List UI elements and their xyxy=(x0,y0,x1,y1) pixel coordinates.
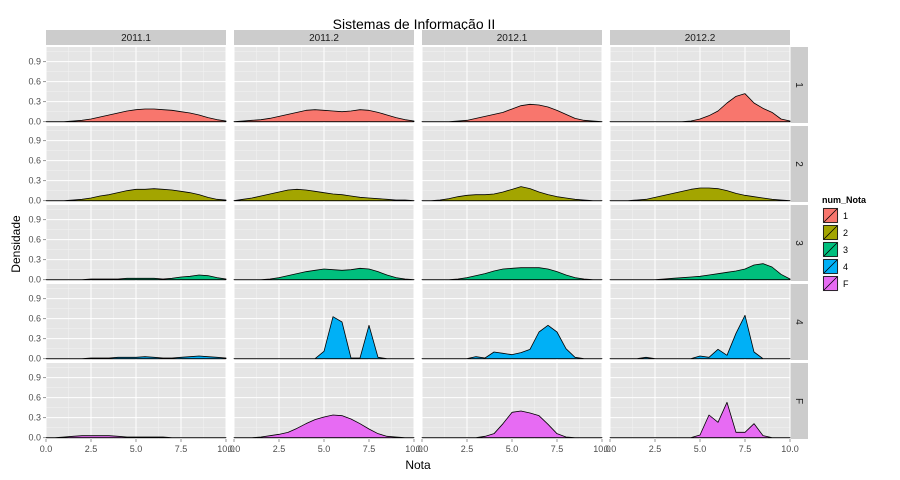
density-area-2011.2-3 xyxy=(233,267,415,281)
y-tick-label: 0.6 xyxy=(28,77,41,87)
x-axis-title: Nota xyxy=(405,458,431,472)
density-area-2012.2-4 xyxy=(609,314,791,360)
x-tick-label: 5.0 xyxy=(318,444,331,454)
x-tick-label: 5.0 xyxy=(506,444,519,454)
facet-column-label: 2012.1 xyxy=(497,33,528,44)
x-tick-label: 0.0 xyxy=(416,444,429,454)
facet-column-strip xyxy=(610,30,790,45)
y-tick-label: 0.0 xyxy=(28,433,41,443)
density-area-2011.2-4 xyxy=(233,316,415,360)
density-area-2012.2-1 xyxy=(609,93,791,123)
y-tick-label: 0.0 xyxy=(28,196,41,206)
density-area-2011.1-F xyxy=(45,435,227,439)
legend: num_Nota 1 2 3 4 F xyxy=(821,195,867,293)
density-area-2012.1-1 xyxy=(421,103,603,123)
y-tick-label: 0.9 xyxy=(28,215,41,225)
x-tick-label: 0.0 xyxy=(40,444,53,454)
density-area-2011.2-1 xyxy=(233,109,415,123)
density-area-2011.1-4 xyxy=(45,355,227,360)
facet-row-strip xyxy=(790,205,808,281)
density-area-2012.2-2 xyxy=(609,187,791,202)
facet-row-label: 4 xyxy=(793,319,804,325)
facet-row-label: 2 xyxy=(793,161,804,167)
facet-row-strip xyxy=(790,126,808,202)
facet-panels: 2011.1 2011.2 2012.1 2012.2 1 2 3 4 F xyxy=(45,30,808,439)
x-tick-label: 10.0 xyxy=(405,444,423,454)
facet-row-strip xyxy=(790,47,808,123)
density-area-2011.1-3 xyxy=(45,274,227,281)
facet-row-strip xyxy=(790,284,808,360)
legend-label-1: 1 xyxy=(843,211,848,221)
y-tick-label: 0.6 xyxy=(28,235,41,245)
legend-label-F: F xyxy=(843,279,849,289)
x-tick-label: 2.5 xyxy=(85,444,98,454)
density-area-2012.2-3 xyxy=(609,263,791,281)
x-tick-label: 5.0 xyxy=(130,444,143,454)
y-tick-label: 0.9 xyxy=(28,373,41,383)
density-area-2011.2-2 xyxy=(233,188,415,202)
y-tick-label: 0.3 xyxy=(28,413,41,423)
density-area-2011.1-1 xyxy=(45,108,227,123)
legend-swatch-slash xyxy=(823,225,838,240)
y-tick-label: 0.9 xyxy=(28,294,41,304)
x-tick-label: 7.5 xyxy=(363,444,376,454)
facet-column-strip xyxy=(46,30,226,45)
legend-label-2: 2 xyxy=(843,228,848,238)
density-area-2012.1-2 xyxy=(421,186,603,202)
density-area-2012.2-F xyxy=(609,401,791,439)
legend-swatch-slash xyxy=(823,242,838,257)
x-tick-label: 0.0 xyxy=(604,444,617,454)
facet-column-label: 2011.1 xyxy=(121,33,151,44)
y-tick-label: 0.6 xyxy=(28,393,41,403)
x-tick-label: 2.5 xyxy=(461,444,474,454)
y-tick-label: 0.9 xyxy=(28,136,41,146)
y-tick-label: 0.6 xyxy=(28,156,41,166)
legend-label-3: 3 xyxy=(843,245,848,255)
x-tick-label: 2.5 xyxy=(273,444,286,454)
legend-label-4: 4 xyxy=(843,262,848,272)
density-area-2011.1-2 xyxy=(45,188,227,202)
facet-row-label: F xyxy=(793,398,804,404)
y-tick-label: 0.3 xyxy=(28,176,41,186)
x-tick-label: 5.0 xyxy=(694,444,707,454)
density-area-2011.2-F xyxy=(233,414,415,439)
y-tick-label: 0.0 xyxy=(28,354,41,364)
y-tick-label: 0.3 xyxy=(28,97,41,107)
facet-column-label: 2011.2 xyxy=(309,33,339,44)
facet-column-strip xyxy=(422,30,602,45)
y-axis-title: Densidade xyxy=(9,215,23,273)
y-tick-label: 0.3 xyxy=(28,334,41,344)
x-tick-label: 7.5 xyxy=(175,444,188,454)
x-tick-label: 10.0 xyxy=(593,444,611,454)
legend-swatch-slash xyxy=(823,276,838,291)
y-tick-label: 0.6 xyxy=(28,314,41,324)
facet-row-label: 3 xyxy=(793,240,804,246)
x-tick-label: 10.0 xyxy=(217,444,235,454)
x-tick-label: 2.5 xyxy=(649,444,662,454)
legend-swatch-slash xyxy=(823,208,838,223)
x-tick-label: 10.0 xyxy=(781,444,799,454)
chart-title: Sistemas de Informação II xyxy=(333,16,496,32)
x-tick-label: 7.5 xyxy=(739,444,752,454)
y-tick-label: 0.9 xyxy=(28,57,41,67)
y-tick-label: 0.0 xyxy=(28,275,41,285)
facet-row-strip xyxy=(790,363,808,439)
legend-title: num_Nota xyxy=(822,195,867,205)
x-tick-label: 0.0 xyxy=(228,444,241,454)
axes: 0.00.30.60.90.00.30.60.90.00.30.60.90.00… xyxy=(28,57,798,454)
y-tick-label: 0.3 xyxy=(28,255,41,265)
y-tick-label: 0.0 xyxy=(28,117,41,127)
x-tick-label: 7.5 xyxy=(551,444,564,454)
facet-row-label: 1 xyxy=(793,82,804,88)
density-area-2012.1-3 xyxy=(421,267,603,281)
legend-swatch-slash xyxy=(823,259,838,274)
density-area-2012.1-F xyxy=(421,410,603,439)
density-area-2012.1-4 xyxy=(421,324,603,360)
facet-column-strip xyxy=(234,30,414,45)
facet-column-label: 2012.2 xyxy=(685,33,716,44)
